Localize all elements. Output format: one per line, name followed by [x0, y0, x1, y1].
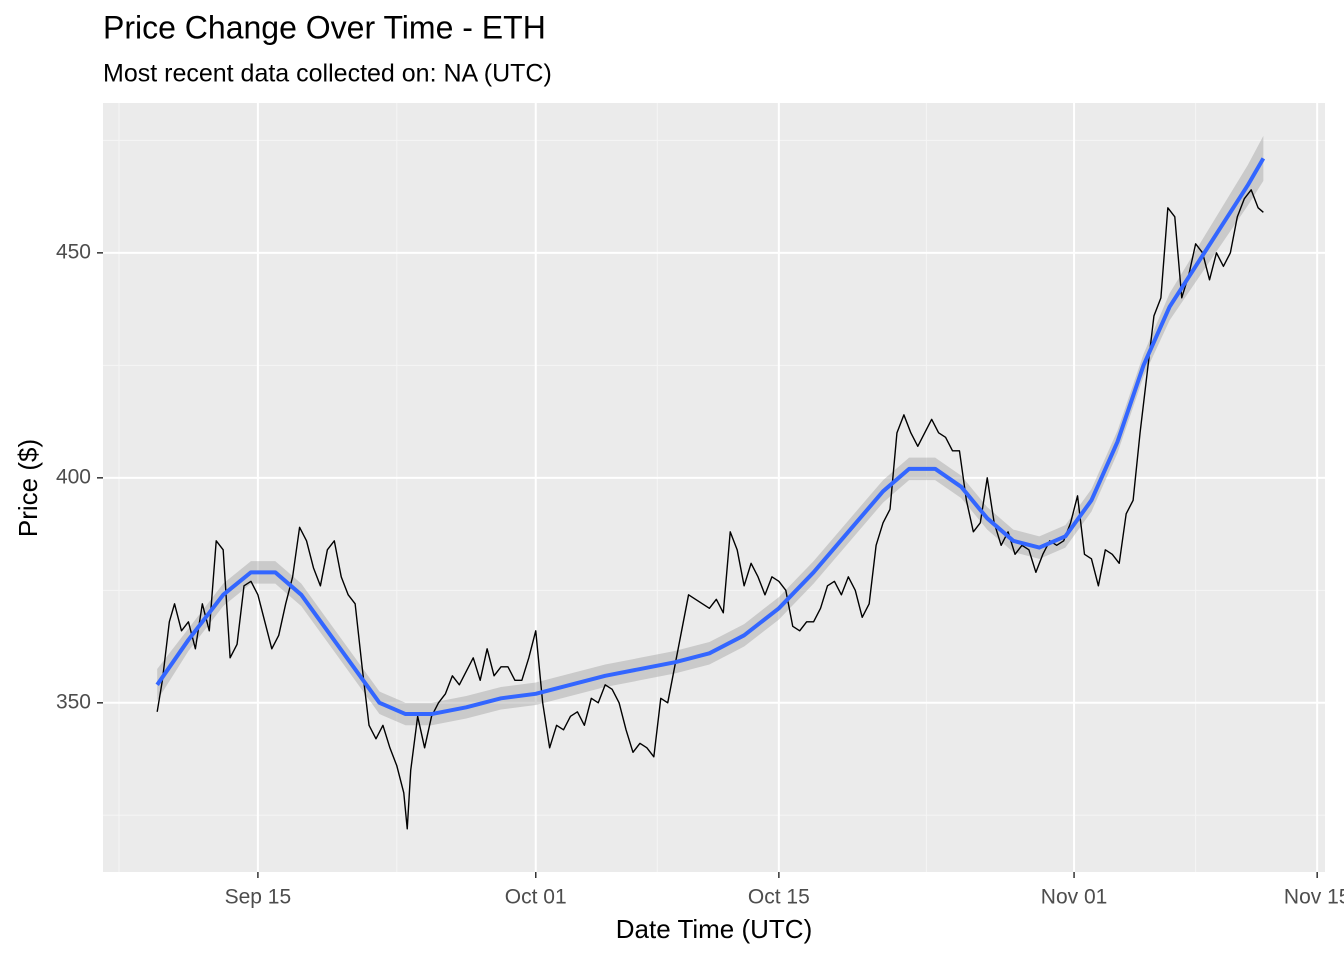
axes: 350 400 450 Sep 15 Oct 01 Oct 15 Nov 01 Nov 15 [56, 240, 1344, 908]
x-tick-label: Sep 15 [225, 886, 292, 909]
x-tick-label: Nov 01 [1041, 886, 1108, 909]
smooth-line [155, 157, 1266, 717]
panel [103, 103, 1325, 872]
chart-subtitle: Most recent data collected on: NA (UTC) [103, 60, 552, 88]
x-tick-label: Oct 01 [505, 886, 567, 909]
y-tick-label: 350 [56, 690, 91, 713]
marks [155, 135, 1266, 830]
grid [103, 103, 1325, 872]
x-tick-label: Nov 15 [1284, 886, 1344, 909]
y-tick-label: 450 [56, 240, 91, 263]
price-line [156, 189, 1264, 830]
y-axis-title: Price ($) [13, 439, 43, 537]
chart-title: Price Change Over Time - ETH [103, 9, 546, 45]
x-axis-title: Date Time (UTC) [616, 914, 812, 944]
y-tick-label: 400 [56, 465, 91, 488]
x-tick-label: Oct 15 [748, 886, 810, 909]
